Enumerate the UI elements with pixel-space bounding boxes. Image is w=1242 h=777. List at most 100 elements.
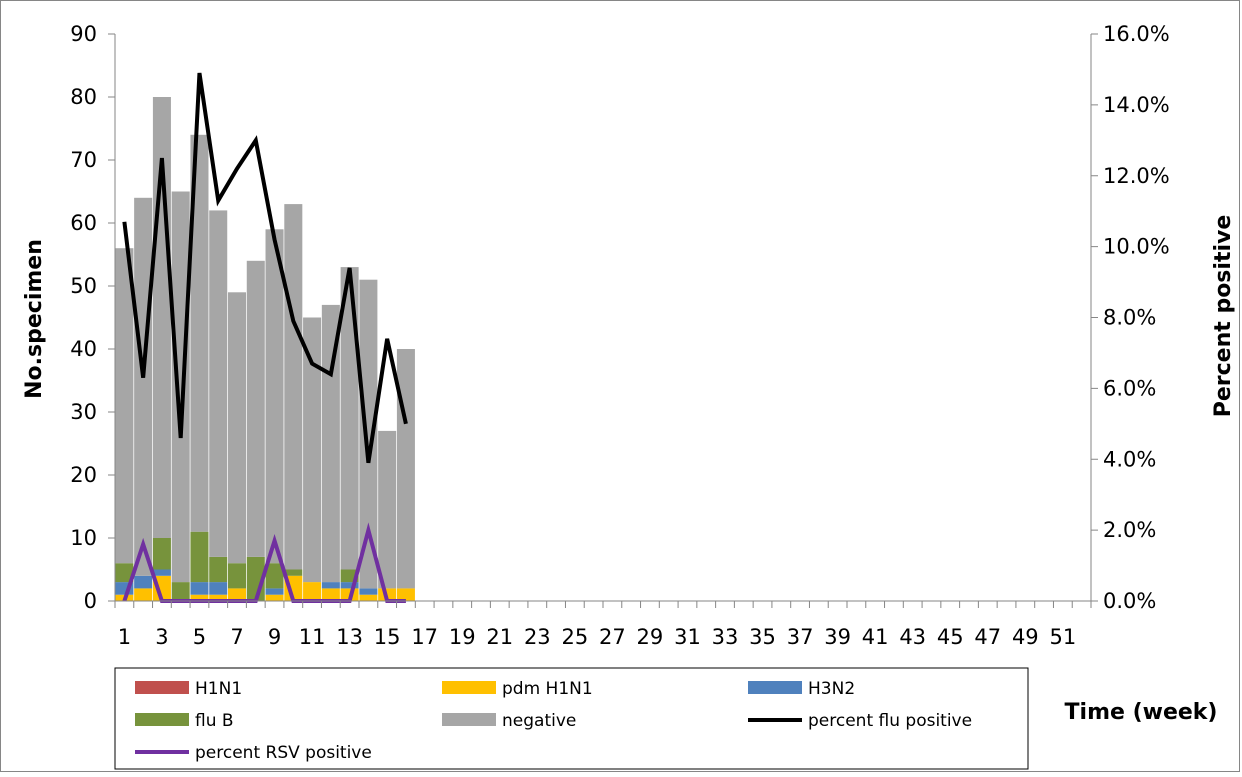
x-tick-label: 47: [974, 625, 1001, 649]
bar-pdm-h1n1-week-11: [303, 582, 322, 601]
legend-label: percent RSV positive: [195, 743, 372, 763]
x-tick-label: 51: [1049, 625, 1076, 649]
bar-negative-week-12: [321, 304, 340, 583]
bar-negative-week-5: [190, 134, 209, 532]
legend-swatch: [748, 681, 802, 694]
x-tick-label: 21: [486, 625, 513, 649]
legend-item-pdm-h1n1: pdm H1N1: [442, 679, 593, 699]
bar-negative-week-9: [265, 229, 284, 564]
y2-tick-label: 14.0%: [1103, 93, 1170, 117]
bar-negative-week-6: [209, 210, 228, 557]
bar-pdm-h1n1-week-14: [359, 594, 378, 601]
bar-pdm-h1n1-week-5: [190, 594, 209, 601]
x-tick-label: 17: [411, 625, 438, 649]
y-tick-label: 70: [70, 148, 97, 172]
legend-item-h3n2: H3N2: [748, 679, 855, 699]
x-tick-label: 13: [336, 625, 363, 649]
legend-item-percent-rsv-positive: percent RSV positive: [135, 743, 372, 763]
x-axis-title: Time (week): [1065, 700, 1218, 725]
y-tick-label: 80: [70, 85, 97, 109]
x-tick-label: 45: [937, 625, 964, 649]
x-tick-label: 43: [899, 625, 926, 649]
legend-swatch: [442, 681, 496, 694]
x-tick-label: 27: [599, 625, 626, 649]
y-axis-title: No.specimen: [22, 239, 47, 399]
legend-item-h1n1: H1N1: [135, 679, 242, 699]
bar-h3n2-week-2: [134, 575, 153, 589]
x-tick-label: 29: [637, 625, 664, 649]
y2-tick-label: 4.0%: [1103, 447, 1156, 471]
bar-negative-week-14: [359, 279, 378, 589]
legend-swatch: [135, 713, 189, 726]
legend-label: percent flu positive: [808, 711, 972, 731]
bar-flu-b-week-1: [115, 563, 134, 583]
bar-flu-b-week-3: [152, 538, 171, 570]
y-tick-label: 10: [70, 526, 97, 550]
y-tick-label: 50: [70, 274, 97, 298]
legend-label: flu B: [195, 711, 234, 731]
x-tick-label: 19: [449, 625, 476, 649]
legend-item-percent-flu-positive: percent flu positive: [748, 711, 972, 731]
x-tick-label: 25: [561, 625, 588, 649]
bar-negative-week-15: [378, 430, 397, 589]
x-tick-label: 33: [712, 625, 739, 649]
x-tick-label: 7: [230, 625, 243, 649]
legend-swatch: [442, 713, 496, 726]
bar-flu-b-week-5: [190, 531, 209, 583]
bars-layer: [115, 97, 415, 601]
bar-negative-week-2: [134, 197, 153, 576]
bar-flu-b-week-10: [284, 569, 303, 576]
legend-label: pdm H1N1: [502, 679, 593, 699]
y-tick-label: 0: [84, 589, 97, 613]
bar-negative-week-10: [284, 204, 303, 570]
legend-swatch: [135, 681, 189, 694]
bar-h3n2-week-12: [321, 582, 340, 589]
bar-negative-week-7: [227, 292, 247, 564]
bar-pdm-h1n1-week-7: [227, 588, 247, 601]
x-tick-label: 39: [824, 625, 851, 649]
bar-flu-b-week-4: [171, 582, 190, 601]
y2-tick-label: 6.0%: [1103, 376, 1156, 400]
x-tick-label: 23: [524, 625, 551, 649]
bar-flu-b-week-7: [227, 563, 247, 589]
bar-negative-week-11: [303, 317, 322, 583]
x-tick-label: 9: [268, 625, 281, 649]
x-tick-label: 31: [674, 625, 701, 649]
bar-h3n2-week-6: [209, 582, 228, 595]
bar-negative-week-1: [115, 248, 134, 564]
ticks-layer: 0 10 20 30 40 50 60 70 80 90 0.0% 2.0% 4.0% 6.0% 8.0% 1…: [70, 22, 1169, 649]
x-tick-label: 11: [299, 625, 326, 649]
y-tick-label: 20: [70, 463, 97, 487]
bar-flu-b-week-9: [265, 563, 284, 589]
y2-tick-label: 12.0%: [1103, 164, 1170, 188]
bar-h3n2-week-9: [265, 588, 284, 595]
y-tick-label: 30: [70, 400, 97, 424]
legend-item-flu-b: flu B: [135, 711, 234, 731]
bar-pdm-h1n1-week-9: [265, 594, 284, 601]
legend-label: H3N2: [808, 679, 855, 699]
x-tick-label: 3: [155, 625, 168, 649]
bar-h3n2-week-3: [152, 569, 171, 576]
x-tick-label: 5: [193, 625, 206, 649]
legend-item-negative: negative: [442, 711, 576, 731]
x-tick-label: 15: [374, 625, 401, 649]
legend: H1N1 pdm H1N1 H3N2 flu B negative percent flu…: [114, 667, 1029, 770]
legend-box: [114, 667, 1029, 770]
x-tick-label: 41: [862, 625, 889, 649]
x-tick-label: 37: [787, 625, 814, 649]
legend-items: H1N1 pdm H1N1 H3N2 flu B negative percent flu…: [135, 679, 972, 763]
y-tick-label: 90: [70, 22, 97, 46]
y2-tick-label: 16.0%: [1103, 22, 1170, 46]
x-tick-label: 49: [1012, 625, 1039, 649]
bar-negative-week-16: [396, 349, 415, 589]
y2-tick-label: 10.0%: [1103, 235, 1170, 259]
bar-h3n2-week-13: [340, 582, 359, 589]
bar-pdm-h1n1-week-6: [209, 594, 228, 601]
legend-label: negative: [502, 711, 576, 731]
bar-flu-b-week-6: [209, 556, 228, 583]
bar-pdm-h1n1-week-2: [134, 588, 153, 601]
bar-negative-week-13: [340, 267, 359, 570]
y2-tick-label: 0.0%: [1103, 589, 1156, 613]
